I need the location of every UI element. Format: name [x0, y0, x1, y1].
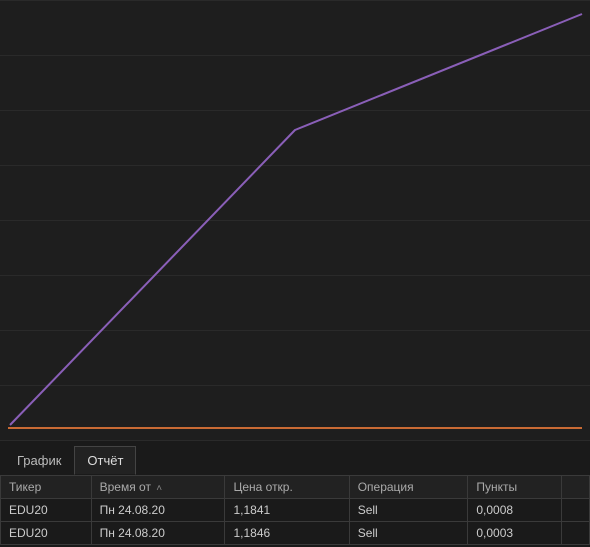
tab-chart[interactable]: График	[4, 446, 74, 475]
cell-open-time: Пн 24.08.20	[91, 499, 225, 522]
cell-empty	[562, 499, 590, 522]
table-row[interactable]: EDU20 Пн 24.08.20 1,1841 Sell 0,0008	[1, 499, 590, 522]
cell-open-price: 1,1846	[225, 522, 349, 545]
cell-ticker: EDU20	[1, 499, 92, 522]
cell-points: 0,0008	[468, 499, 562, 522]
cell-points: 0,0003	[468, 522, 562, 545]
tab-report[interactable]: Отчёт	[74, 446, 136, 475]
cell-operation: Sell	[349, 522, 468, 545]
col-operation[interactable]: Операция	[349, 476, 468, 499]
table-body: EDU20 Пн 24.08.20 1,1841 Sell 0,0008 EDU…	[1, 499, 590, 545]
trades-table: Тикер Время от ˄ Цена откр. Операция Пун…	[0, 475, 590, 545]
col-open-time-label: Время от	[100, 480, 151, 494]
cell-open-time: Пн 24.08.20	[91, 522, 225, 545]
cell-open-price: 1,1841	[225, 499, 349, 522]
tabs: График Отчёт	[0, 440, 590, 475]
cell-ticker: EDU20	[1, 522, 92, 545]
col-open-time[interactable]: Время от ˄	[91, 476, 225, 499]
table-row[interactable]: EDU20 Пн 24.08.20 1,1846 Sell 0,0003	[1, 522, 590, 545]
col-empty	[562, 476, 590, 499]
cell-empty	[562, 522, 590, 545]
col-ticker[interactable]: Тикер	[1, 476, 92, 499]
cell-operation: Sell	[349, 499, 468, 522]
chart-area	[0, 0, 590, 440]
sort-asc-icon: ˄	[156, 483, 162, 494]
chart-svg	[0, 0, 590, 440]
table-header-row: Тикер Время от ˄ Цена откр. Операция Пун…	[1, 476, 590, 499]
series-equity	[10, 14, 582, 425]
col-points[interactable]: Пункты	[468, 476, 562, 499]
col-open-price[interactable]: Цена откр.	[225, 476, 349, 499]
